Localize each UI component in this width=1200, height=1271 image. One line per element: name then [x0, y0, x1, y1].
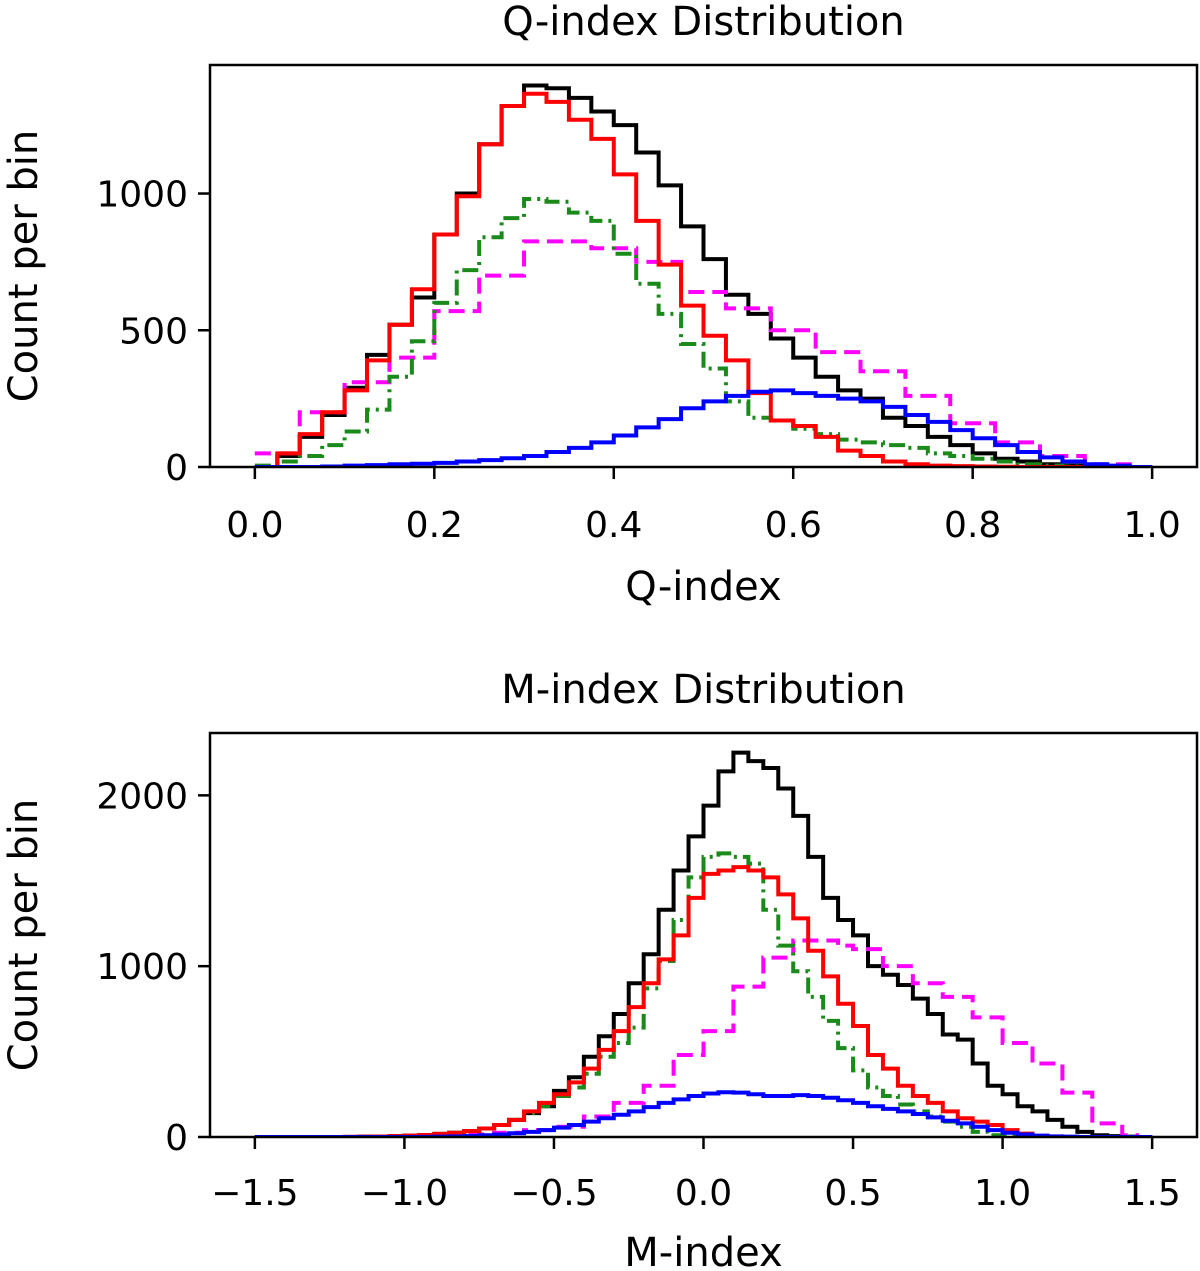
- m-series-0-step-line: [254, 750, 1153, 1137]
- q-x-tick-label: 0.4: [585, 505, 642, 546]
- m-chart-title: M-index Distribution: [501, 667, 905, 713]
- q-chart-title: Q-index Distribution: [502, 0, 905, 45]
- m-series-group: [254, 750, 1153, 1137]
- m-y-tick-label: 1000: [96, 947, 188, 988]
- q-y-tick-label: 0: [165, 448, 188, 489]
- m-x-tick-label: 0.0: [675, 1173, 732, 1214]
- q-y-tick-label: 1000: [96, 175, 188, 216]
- m-y-axis-label: Count per bin: [1, 799, 47, 1072]
- q-y-tick-label: 500: [119, 311, 188, 352]
- q-x-tick-label: 0.0: [226, 505, 283, 546]
- m-plot-frame: [208, 731, 1199, 1139]
- m-y-tick-label: 0: [165, 1118, 188, 1159]
- m-x-tick-label: 0.5: [824, 1173, 881, 1214]
- q-x-tick-label: 0.8: [944, 505, 1001, 546]
- m-x-tick-label: −0.5: [510, 1173, 597, 1214]
- m-x-tick-label: 1.5: [1124, 1173, 1181, 1214]
- m-index-panel: M-index Distribution −1.5 −1.0 −0.5 0.0 0.5 1.…: [1, 667, 1199, 1271]
- m-x-tick-label: 1.0: [974, 1173, 1031, 1214]
- m-y-tick-label: 2000: [96, 776, 188, 817]
- q-series-4-step-line: [254, 388, 1153, 467]
- m-x-tick-label: −1.0: [361, 1173, 448, 1214]
- q-x-tick-label: 0.2: [406, 505, 463, 546]
- q-x-tick-label: 0.6: [765, 505, 822, 546]
- q-index-panel: Q-index Distribution 0.0 0.2 0.4 0.6 0.8 1.0 0 5…: [1, 0, 1199, 610]
- q-x-tick-label: 1.0: [1124, 505, 1181, 546]
- q-series-group: [254, 83, 1153, 467]
- m-series-2-step-line: [254, 851, 1153, 1137]
- q-x-axis-label: Q-index: [625, 564, 781, 610]
- q-plot-frame: [208, 63, 1199, 469]
- q-series-1-step-line: [254, 239, 1153, 467]
- m-x-axis-label: M-index: [624, 1230, 782, 1271]
- q-series-2-step-line: [254, 197, 1153, 467]
- q-y-axis-label: Count per bin: [1, 130, 47, 403]
- m-x-tick-label: −1.5: [211, 1173, 298, 1214]
- m-series-1-step-line: [254, 938, 1153, 1137]
